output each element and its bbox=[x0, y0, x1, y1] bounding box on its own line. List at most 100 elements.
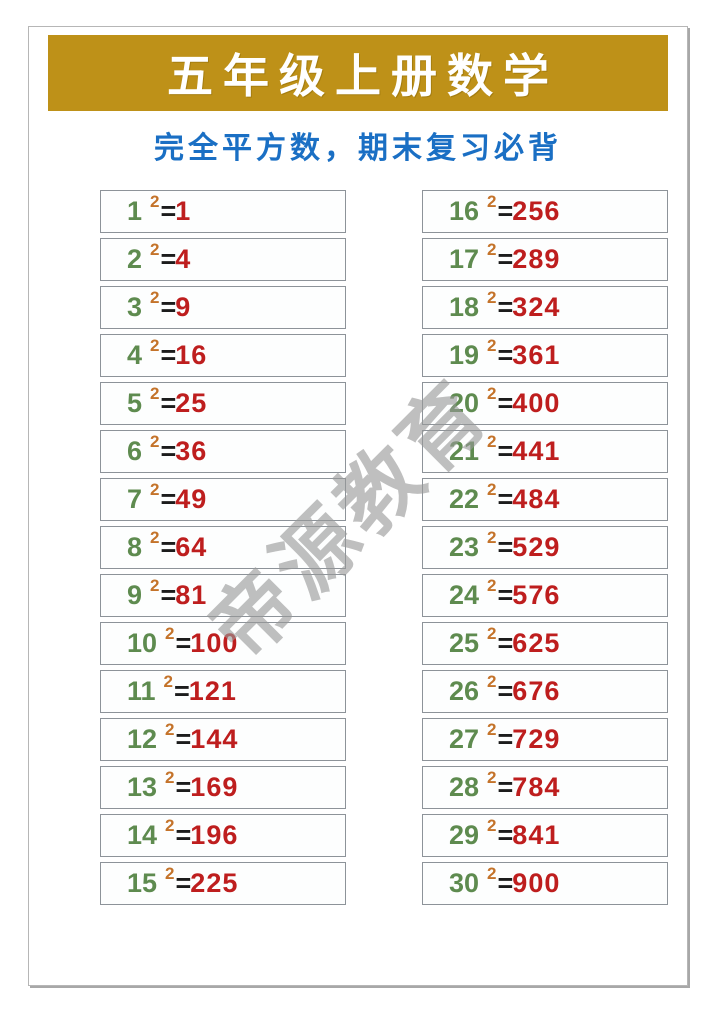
equals-sign: = bbox=[497, 772, 514, 802]
square-value: 121 bbox=[188, 676, 237, 706]
equals-sign: = bbox=[175, 820, 192, 850]
equals-sign: = bbox=[175, 724, 192, 754]
exponent: 2 bbox=[487, 480, 497, 499]
equals-sign: = bbox=[175, 868, 192, 898]
equation-cell: 14 2 = 196 bbox=[100, 814, 346, 857]
exponent: 2 bbox=[487, 768, 497, 787]
exponent: 2 bbox=[487, 432, 497, 451]
equation-cell: 15 2 = 225 bbox=[100, 862, 346, 905]
square-value: 4 bbox=[175, 244, 192, 274]
equals-sign: = bbox=[160, 196, 177, 226]
exponent: 2 bbox=[150, 288, 160, 307]
equation-cell: 2 2 = 4 bbox=[100, 238, 346, 281]
base-number: 6 bbox=[127, 436, 143, 466]
base-number: 11 bbox=[127, 676, 156, 706]
square-value: 25 bbox=[175, 388, 208, 418]
square-value: 900 bbox=[512, 868, 561, 898]
exponent: 2 bbox=[163, 672, 174, 691]
exponent: 2 bbox=[487, 240, 497, 259]
exponent: 2 bbox=[150, 576, 160, 595]
exponent: 2 bbox=[150, 336, 160, 355]
square-value: 256 bbox=[512, 196, 561, 226]
equation-cell: 7 2 = 49 bbox=[100, 478, 346, 521]
square-value: 36 bbox=[175, 436, 208, 466]
exponent: 2 bbox=[150, 240, 160, 259]
base-number: 27 bbox=[449, 724, 480, 754]
equals-sign: = bbox=[160, 244, 177, 274]
base-number: 7 bbox=[127, 484, 143, 514]
exponent: 2 bbox=[487, 288, 497, 307]
base-number: 2 bbox=[127, 244, 143, 274]
equals-sign: = bbox=[497, 388, 514, 418]
base-number: 30 bbox=[449, 868, 480, 898]
equals-sign: = bbox=[497, 820, 514, 850]
base-number: 19 bbox=[449, 340, 480, 370]
square-value: 576 bbox=[512, 580, 561, 610]
exponent: 2 bbox=[150, 528, 160, 547]
equals-sign: = bbox=[160, 292, 177, 322]
square-value: 529 bbox=[512, 532, 561, 562]
exponent: 2 bbox=[487, 192, 497, 211]
base-number: 21 bbox=[449, 436, 480, 466]
equation-cell: 23 2 = 529 bbox=[422, 526, 668, 569]
base-number: 20 bbox=[449, 388, 480, 418]
exponent: 2 bbox=[487, 864, 497, 883]
square-value: 64 bbox=[175, 532, 208, 562]
equals-sign: = bbox=[160, 580, 177, 610]
equals-sign: = bbox=[160, 340, 177, 370]
equation-cell: 1 2 = 1 bbox=[100, 190, 346, 233]
base-number: 26 bbox=[449, 676, 480, 706]
equation-cell: 6 2 = 36 bbox=[100, 430, 346, 473]
equals-sign: = bbox=[497, 532, 514, 562]
exponent: 2 bbox=[165, 816, 175, 835]
base-number: 17 bbox=[449, 244, 480, 274]
equals-sign: = bbox=[497, 484, 514, 514]
equation-cell: 13 2 = 169 bbox=[100, 766, 346, 809]
square-value: 625 bbox=[512, 628, 561, 658]
equals-sign: = bbox=[160, 436, 177, 466]
exponent: 2 bbox=[150, 432, 160, 451]
square-value: 324 bbox=[512, 292, 561, 322]
equation-cell: 25 2 = 625 bbox=[422, 622, 668, 665]
square-value: 16 bbox=[175, 340, 208, 370]
base-number: 10 bbox=[127, 628, 158, 658]
equals-sign: = bbox=[175, 628, 192, 658]
exponent: 2 bbox=[487, 672, 497, 691]
square-value: 144 bbox=[190, 724, 239, 754]
equation-cell: 27 2 = 729 bbox=[422, 718, 668, 761]
equals-sign: = bbox=[174, 676, 190, 706]
equation-cell: 11 2 = 121 bbox=[100, 670, 346, 713]
square-value: 841 bbox=[512, 820, 561, 850]
equals-sign: = bbox=[497, 196, 514, 226]
equation-cell: 28 2 = 784 bbox=[422, 766, 668, 809]
square-value: 1 bbox=[175, 196, 192, 226]
base-number: 22 bbox=[449, 484, 480, 514]
base-number: 15 bbox=[127, 868, 158, 898]
base-number: 14 bbox=[127, 820, 158, 850]
equation-cell: 18 2 = 324 bbox=[422, 286, 668, 329]
equals-sign: = bbox=[497, 628, 514, 658]
equation-cell: 12 2 = 144 bbox=[100, 718, 346, 761]
square-value: 196 bbox=[190, 820, 239, 850]
squares-column-right: 16 2 = 256 17 2 = 289 18 2 = 324 19 2 = 361 20 2 = 400 21 2 = 4… bbox=[422, 190, 668, 910]
equals-sign: = bbox=[497, 244, 514, 274]
base-number: 13 bbox=[127, 772, 158, 802]
square-value: 169 bbox=[190, 772, 239, 802]
square-value: 484 bbox=[512, 484, 561, 514]
base-number: 3 bbox=[127, 292, 143, 322]
square-value: 400 bbox=[512, 388, 561, 418]
square-value: 9 bbox=[175, 292, 192, 322]
base-number: 28 bbox=[449, 772, 480, 802]
equals-sign: = bbox=[497, 340, 514, 370]
exponent: 2 bbox=[487, 384, 497, 403]
exponent: 2 bbox=[487, 576, 497, 595]
exponent: 2 bbox=[150, 480, 160, 499]
squares-column-left: 1 2 = 1 2 2 = 4 3 2 = 9 4 2 = 16 5 2 = 25 6 2 = 36 7 2 = 49 8 2 = 64 9 2 =… bbox=[100, 190, 346, 910]
base-number: 12 bbox=[127, 724, 158, 754]
equation-cell: 4 2 = 16 bbox=[100, 334, 346, 377]
square-value: 289 bbox=[512, 244, 561, 274]
equation-cell: 8 2 = 64 bbox=[100, 526, 346, 569]
base-number: 18 bbox=[449, 292, 480, 322]
equation-cell: 21 2 = 441 bbox=[422, 430, 668, 473]
